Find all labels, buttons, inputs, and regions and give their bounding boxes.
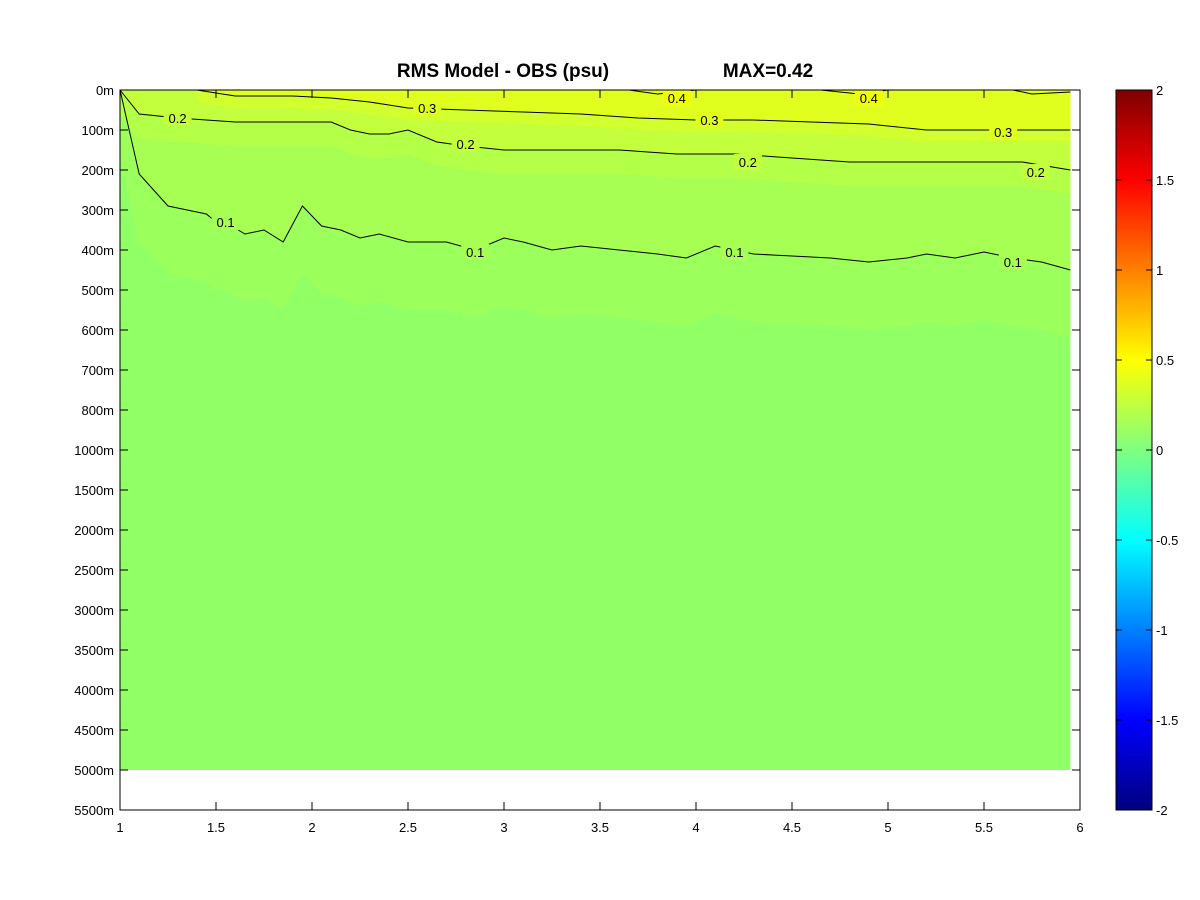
y-tick-label: 4000m xyxy=(74,683,114,698)
contour-label: 0.1 xyxy=(1004,255,1022,270)
contour-line-0.3-2 xyxy=(196,89,1071,131)
x-tick-label: 5 xyxy=(884,820,891,835)
y-tick-label: 3000m xyxy=(74,603,114,618)
y-tick-label: 100m xyxy=(81,123,114,138)
contour-labels: 0.1 0.1 0.1 0.1 0.2 0.2 0.2 0.2 0.3 0.3 0.3 0.4 0.4 xyxy=(163,90,1050,270)
contour-label: 0.2 xyxy=(457,137,475,152)
colorbar-tick-label: 0 xyxy=(1156,443,1163,458)
colorbar-tick-label: 2 xyxy=(1156,83,1163,98)
contour-line-0.1-0 xyxy=(119,89,1071,271)
y-tick-label: 2000m xyxy=(74,523,114,538)
contour-label: 0.3 xyxy=(418,101,436,116)
y-tick-label: 1000m xyxy=(74,443,114,458)
x-tick-label: 1 xyxy=(116,820,123,835)
contour-label-bg xyxy=(854,90,883,106)
colorbar: 2 1.5 1 0.5 0 -0.5 -1 -1.5 -2 xyxy=(1115,83,1178,818)
contour-label-bg xyxy=(163,110,192,126)
contour-label: 0.2 xyxy=(1027,165,1045,180)
contour-label-bg xyxy=(733,154,762,170)
y-tick-label: 1500m xyxy=(74,483,114,498)
filled-contours xyxy=(120,90,1071,770)
colorbar-ticks: 2 1.5 1 0.5 0 -0.5 -1 -1.5 -2 xyxy=(1116,83,1178,818)
colorbar-tick-label: -0.5 xyxy=(1156,533,1178,548)
chart-title: RMS Model - OBS (psu) xyxy=(397,61,609,82)
y-tick-label: 3500m xyxy=(74,643,114,658)
y-tick-label: 2500m xyxy=(74,563,114,578)
colorbar-tick-label: 0.5 xyxy=(1156,353,1174,368)
colorbar-tick-label: 1 xyxy=(1156,263,1163,278)
contour-label: 0.3 xyxy=(994,125,1012,140)
x-tick-label: 6 xyxy=(1076,820,1083,835)
y-tick-label: 5500m xyxy=(74,803,114,818)
contour-label-bg xyxy=(461,244,490,260)
contour-label-bg xyxy=(662,90,691,106)
contour-label-bg xyxy=(989,124,1018,140)
contour-label: 0.3 xyxy=(700,113,718,128)
contour-line-0.4-5 xyxy=(1012,89,1071,95)
contour-label: 0.4 xyxy=(668,91,686,106)
contour-label: 0.4 xyxy=(860,91,878,106)
x-tick-label: 3.5 xyxy=(591,820,609,835)
contour-label-bg xyxy=(695,112,724,128)
plot-area: 0.10.1 0.10.10.20.20.20.20.30.30.30.4 0.4 … xyxy=(74,83,1083,835)
y-tick-label: 4500m xyxy=(74,723,114,738)
x-tick-label: 2 xyxy=(308,820,315,835)
contour-label: 0.2 xyxy=(169,111,187,126)
y-tick-label: 800m xyxy=(81,403,114,418)
colorbar-tick-label: -1.5 xyxy=(1156,713,1178,728)
y-tick-label: 500m xyxy=(81,283,114,298)
colorbar-tick-label: -1 xyxy=(1156,623,1168,638)
x-axis: 1 1.5 2 2.5 3 3.5 4 4.5 5 5.5 6 xyxy=(116,90,1084,835)
contour-label-bg xyxy=(1021,164,1050,180)
contour-label-bg xyxy=(413,100,442,116)
y-tick-label: 700m xyxy=(81,363,114,378)
x-tick-label: 2.5 xyxy=(399,820,417,835)
y-tick-label: 0m xyxy=(96,83,114,98)
y-tick-label: 300m xyxy=(81,203,114,218)
x-tick-label: 4.5 xyxy=(783,820,801,835)
contour-label-bg xyxy=(998,254,1027,270)
y-tick-label: 400m xyxy=(81,243,114,258)
contour-label: 0.1 xyxy=(466,245,484,260)
contour-label-bg xyxy=(211,214,240,230)
y-axis: 0m 100m 200m 300m 400m 500m 600m 700m 800m 1000m 1… xyxy=(74,83,1080,818)
colorbar-tick-label: -2 xyxy=(1156,803,1168,818)
contour-label: 0.1 xyxy=(217,215,235,230)
x-tick-label: 4 xyxy=(692,820,699,835)
y-tick-label: 5000m xyxy=(74,763,114,778)
contour-label-bg xyxy=(720,244,749,260)
max-annotation: MAX=0.42 xyxy=(723,61,813,82)
x-tick-label: 3 xyxy=(500,820,507,835)
x-tick-label: 5.5 xyxy=(975,820,993,835)
x-tick-label: 1.5 xyxy=(207,820,225,835)
y-tick-label: 600m xyxy=(81,323,114,338)
y-tick-label: 200m xyxy=(81,163,114,178)
colorbar-tick-label: 1.5 xyxy=(1156,173,1174,188)
contour-label-bg xyxy=(451,136,480,152)
contour-label: 0.1 xyxy=(725,245,743,260)
contour-label: 0.2 xyxy=(739,155,757,170)
